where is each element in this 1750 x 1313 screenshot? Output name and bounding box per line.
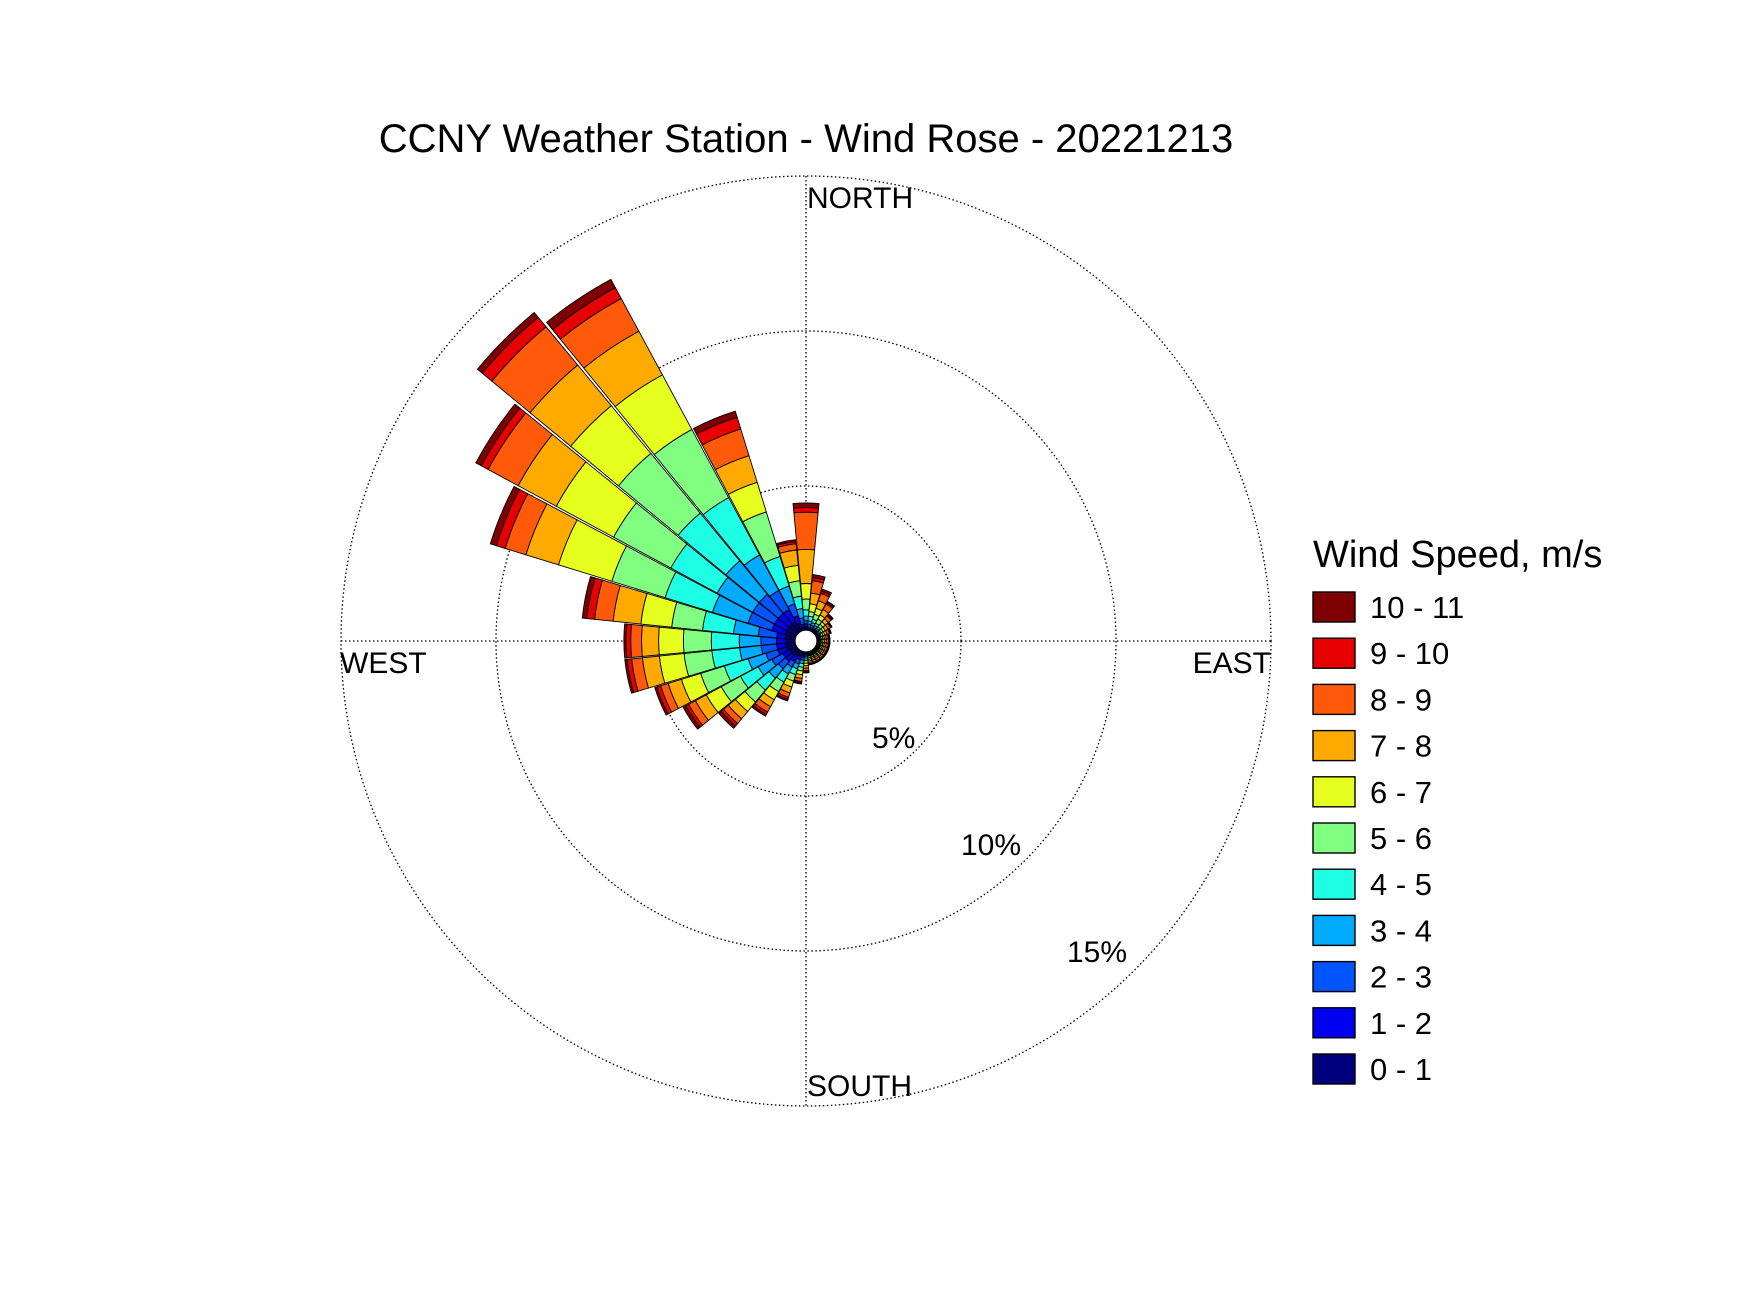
legend-swatch bbox=[1312, 1007, 1356, 1039]
petal-segment-303.75-10-11 bbox=[475, 403, 521, 467]
legend-swatch bbox=[1312, 914, 1356, 947]
legend-label: 4 - 5 bbox=[1370, 867, 1432, 902]
legend-label: 1 - 2 bbox=[1370, 1006, 1432, 1041]
ring-label-5: 5% bbox=[872, 722, 915, 755]
grid-ring-10 bbox=[495, 330, 1117, 952]
petal-segment-348.75-10-11 bbox=[776, 539, 797, 546]
grid-ring-5 bbox=[650, 485, 962, 797]
legend-swatch bbox=[1312, 960, 1356, 993]
petal-segment-236.25-10-11 bbox=[682, 705, 701, 730]
legend-items: 10 - 11 9 - 10 8 - 9 7 - 8 6 - 7 5 - 6 4 - 5 3 … bbox=[1312, 590, 1464, 1087]
petal-segment-326.25-10-11 bbox=[545, 278, 616, 331]
petal-segment-22.5-10-11 bbox=[820, 588, 833, 596]
petal-segment-270-5-6 bbox=[682, 628, 713, 654]
petal-segment-0-9-10 bbox=[792, 507, 820, 514]
ring-label-10: 10% bbox=[961, 829, 1021, 862]
legend-label: 2 - 3 bbox=[1370, 960, 1432, 995]
legend-swatch bbox=[1312, 1053, 1356, 1085]
east-label: EAST bbox=[1193, 647, 1271, 680]
petal-segment-270-7-8 bbox=[641, 625, 660, 657]
petal-segment-281.25-10-11 bbox=[581, 576, 596, 620]
grid-ring-15 bbox=[340, 175, 1272, 1107]
legend-label: 8 - 9 bbox=[1370, 682, 1432, 717]
petal-segment-315-10-11 bbox=[476, 311, 539, 374]
legend-label: 6 - 7 bbox=[1370, 775, 1432, 810]
petal-segment-270-8-9 bbox=[630, 624, 643, 658]
legend-title: Wind Speed, m/s bbox=[1313, 534, 1602, 576]
north-label: NORTH bbox=[807, 182, 913, 215]
petal-segment-0-3-4 bbox=[803, 615, 809, 622]
west-label: WEST bbox=[340, 647, 427, 680]
petal-segment-247.5-10-11 bbox=[654, 686, 669, 716]
legend-label: 9 - 10 bbox=[1370, 636, 1449, 671]
legend-label: 7 - 8 bbox=[1370, 729, 1432, 764]
petal-segment-33.75-10-11 bbox=[826, 600, 836, 608]
petal-segment-0-10-11 bbox=[792, 502, 820, 509]
legend-swatch bbox=[1312, 776, 1356, 808]
petals bbox=[475, 278, 836, 730]
petal-segment-292.5-10-11 bbox=[489, 485, 521, 547]
petal-segment-0-6-7 bbox=[800, 583, 812, 600]
petal-segment-270-4-5 bbox=[710, 631, 740, 651]
legend-swatch bbox=[1312, 822, 1356, 854]
petal-segment-11.25-10-11 bbox=[811, 574, 826, 581]
center-hole bbox=[794, 629, 818, 653]
petal-segment-45-10-11 bbox=[827, 613, 834, 620]
legend-label: 10 - 11 bbox=[1370, 590, 1464, 625]
petal-segment-0-4-5 bbox=[802, 609, 810, 617]
petal-segment-213.75-10-11 bbox=[751, 705, 767, 717]
legend-swatch bbox=[1312, 591, 1356, 623]
petal-segment-270-6-7 bbox=[658, 626, 685, 656]
legend-label: 5 - 6 bbox=[1370, 821, 1432, 856]
south-label: SOUTH bbox=[807, 1070, 912, 1103]
legend-swatch bbox=[1312, 868, 1356, 900]
legend-swatch bbox=[1312, 683, 1356, 716]
petal-segment-270-10-11 bbox=[623, 623, 628, 659]
legend-label: 0 - 1 bbox=[1370, 1052, 1432, 1087]
chart-title: CCNY Weather Station - Wind Rose - 20221… bbox=[379, 117, 1234, 161]
petal-segment-67.5-10-11 bbox=[827, 627, 832, 635]
petal-segment-270-3-4 bbox=[738, 634, 762, 648]
legend-swatch bbox=[1312, 637, 1356, 669]
ring-label-15: 15% bbox=[1067, 936, 1127, 969]
legend-swatch bbox=[1312, 729, 1356, 762]
petal-segment-0-8-9 bbox=[793, 511, 819, 551]
petal-segment-337.5-10-11 bbox=[692, 410, 738, 435]
petal-segment-225-10-11 bbox=[718, 710, 737, 729]
petal-segment-90-10-11 bbox=[828, 638, 831, 644]
petal-segment-56.25-10-11 bbox=[827, 621, 833, 628]
petal-segment-258.75-10-11 bbox=[624, 658, 635, 694]
legend: Wind Speed, m/s 10 - 11 9 - 10 8 - 9 7 - 8 6… bbox=[1312, 534, 1602, 1087]
legend-label: 3 - 4 bbox=[1370, 913, 1432, 948]
petal-segment-0-5-6 bbox=[801, 598, 811, 611]
petal-segment-202.5-10-11 bbox=[776, 694, 789, 702]
petal-segment-180-10-11 bbox=[802, 671, 810, 674]
